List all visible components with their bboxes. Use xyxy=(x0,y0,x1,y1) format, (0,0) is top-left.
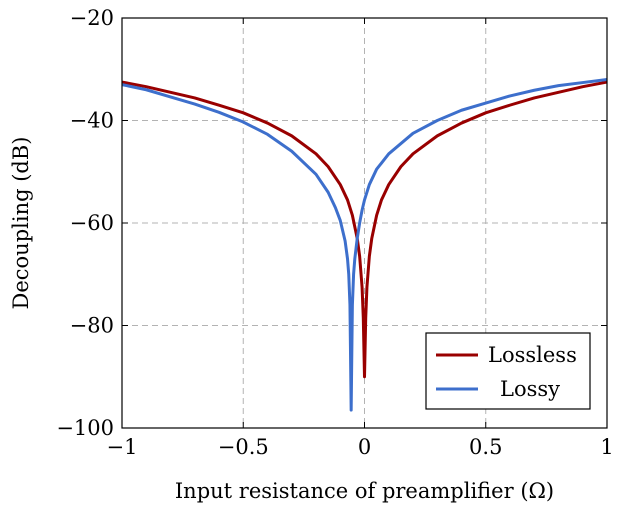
legend-label-lossless: Lossless xyxy=(488,343,577,367)
y-tick-label: −20 xyxy=(70,6,114,30)
y-tick-label: −100 xyxy=(56,416,114,440)
legend-label-lossy: Lossy xyxy=(500,377,560,401)
series-line-lossless xyxy=(121,80,608,379)
x-tick-label: 0.5 xyxy=(469,435,502,459)
x-tick-label: 1 xyxy=(600,435,613,459)
series-line-lossy xyxy=(121,78,608,412)
legend: Lossless Lossy xyxy=(425,332,591,410)
x-axis-label: Input resistance of preamplifier (Ω) xyxy=(175,479,554,503)
x-tick-labels: −1 −0.5 0 0.5 1 xyxy=(107,435,614,459)
x-tick-label: 0 xyxy=(358,435,371,459)
y-tick-labels: −100 −80 −60 −40 −20 xyxy=(56,6,114,440)
ticks xyxy=(121,17,608,429)
x-tick-label: −1 xyxy=(107,435,138,459)
y-tick-label: −40 xyxy=(70,109,114,133)
legend-box xyxy=(425,332,591,410)
y-tick-label: −60 xyxy=(70,211,114,235)
series-layer xyxy=(121,78,608,412)
x-tick-label: −0.5 xyxy=(218,435,269,459)
y-tick-label: −80 xyxy=(70,314,114,338)
y-axis-label: Decoupling (dB) xyxy=(9,137,33,310)
